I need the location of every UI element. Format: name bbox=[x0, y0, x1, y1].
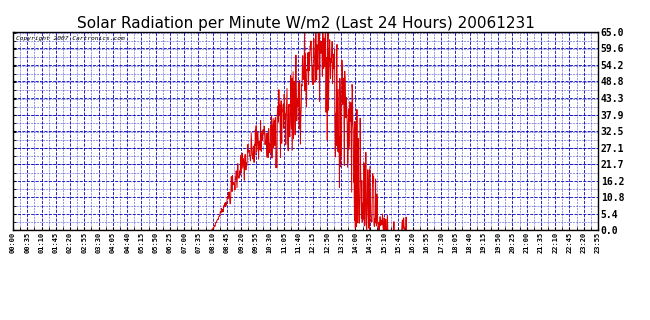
Text: Copyright 2007 Cartronics.com: Copyright 2007 Cartronics.com bbox=[16, 36, 125, 41]
Title: Solar Radiation per Minute W/m2 (Last 24 Hours) 20061231: Solar Radiation per Minute W/m2 (Last 24… bbox=[77, 16, 534, 31]
